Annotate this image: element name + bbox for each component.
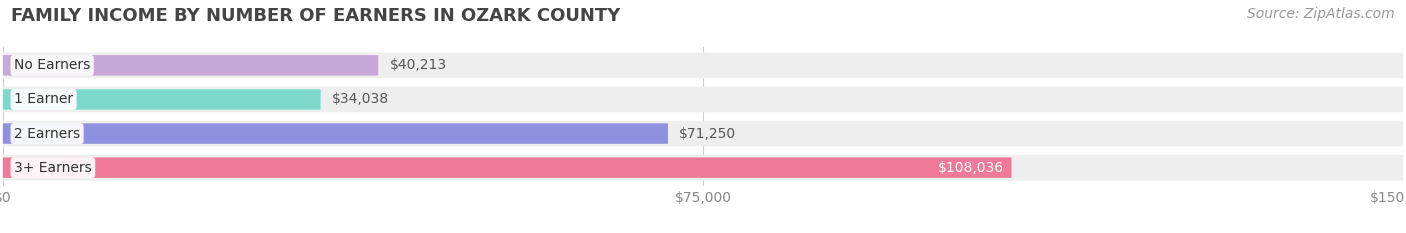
Text: 3+ Earners: 3+ Earners [14,161,91,175]
Text: FAMILY INCOME BY NUMBER OF EARNERS IN OZARK COUNTY: FAMILY INCOME BY NUMBER OF EARNERS IN OZ… [11,7,620,25]
Text: $34,038: $34,038 [332,93,389,106]
FancyBboxPatch shape [3,55,378,75]
FancyBboxPatch shape [3,87,1403,112]
Text: No Earners: No Earners [14,58,90,72]
Text: $71,250: $71,250 [679,127,737,140]
FancyBboxPatch shape [3,89,321,110]
Text: 1 Earner: 1 Earner [14,93,73,106]
Text: 2 Earners: 2 Earners [14,127,80,140]
Text: $108,036: $108,036 [938,161,1004,175]
Text: Source: ZipAtlas.com: Source: ZipAtlas.com [1247,7,1395,21]
FancyBboxPatch shape [3,123,668,144]
FancyBboxPatch shape [3,158,1011,178]
FancyBboxPatch shape [3,121,1403,146]
Text: $40,213: $40,213 [389,58,447,72]
FancyBboxPatch shape [3,53,1403,78]
FancyBboxPatch shape [3,155,1403,180]
